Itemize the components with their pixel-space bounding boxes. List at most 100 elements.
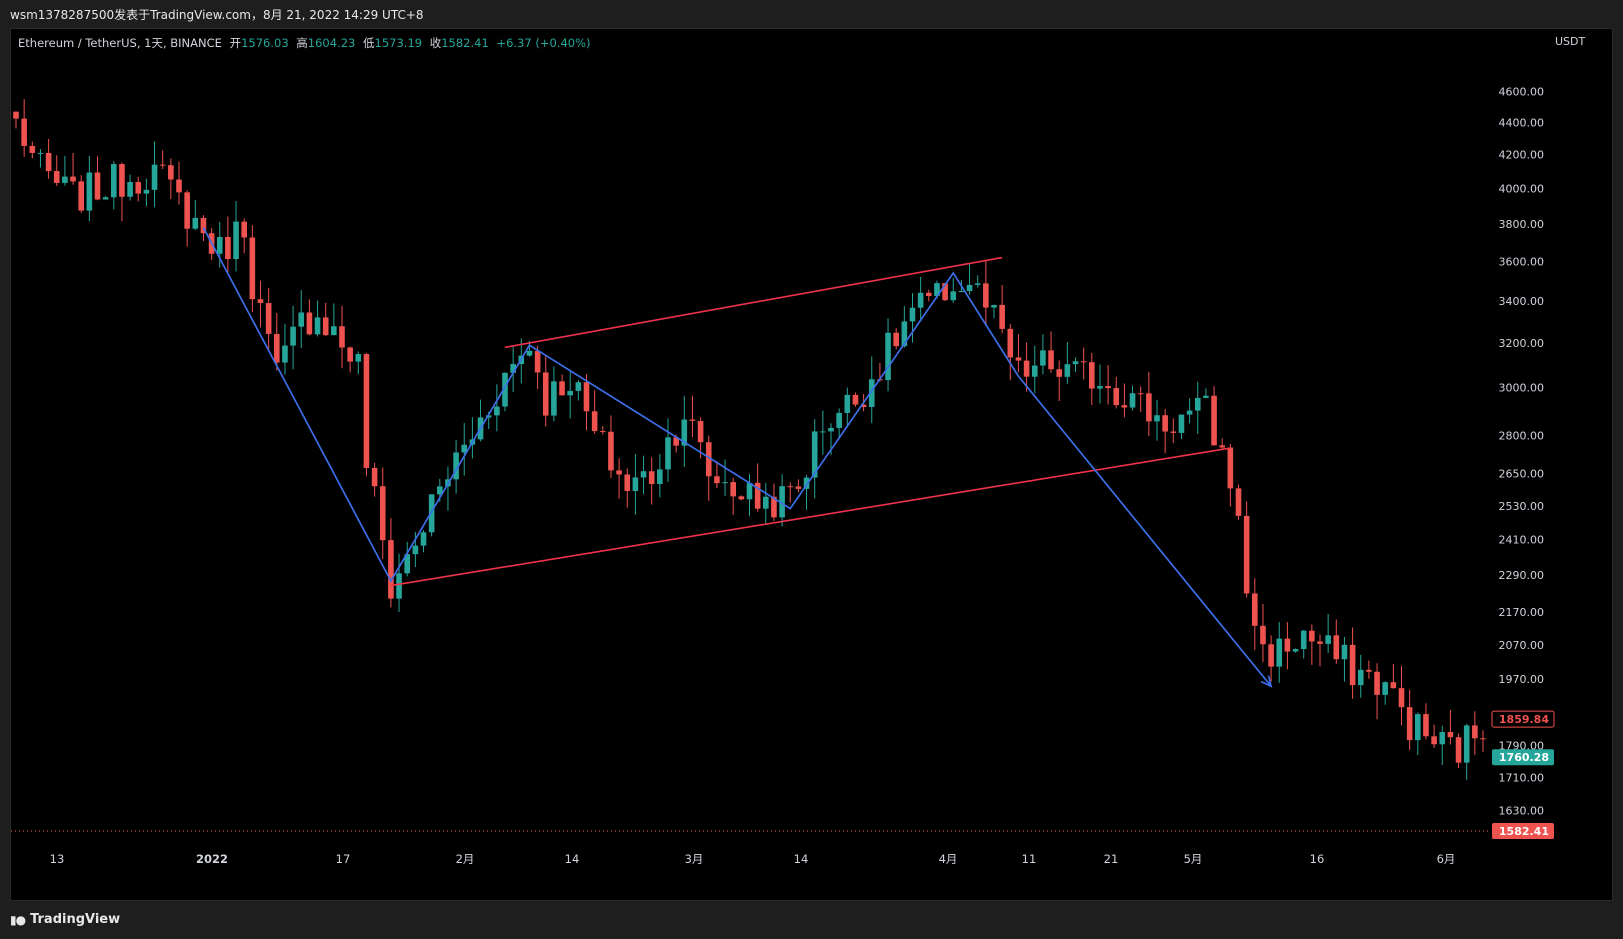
candle-up[interactable] xyxy=(934,283,940,297)
candle-down[interactable] xyxy=(1284,638,1291,652)
candle-down[interactable] xyxy=(1252,593,1258,626)
candle-up[interactable] xyxy=(1300,630,1307,650)
candle-up[interactable] xyxy=(811,431,818,478)
candle-up[interactable] xyxy=(86,172,93,211)
candle-up[interactable] xyxy=(404,554,410,574)
candle-down[interactable] xyxy=(1366,669,1372,672)
candle-up[interactable] xyxy=(1276,638,1283,667)
candle-up[interactable] xyxy=(820,431,826,433)
candle-down[interactable] xyxy=(1390,682,1397,689)
candle-up[interactable] xyxy=(1178,414,1185,433)
candle-up[interactable] xyxy=(37,152,44,154)
candle-down[interactable] xyxy=(53,171,60,183)
candle-down[interactable] xyxy=(1113,388,1120,406)
candle-down[interactable] xyxy=(225,237,231,260)
channel-upper-line[interactable] xyxy=(504,256,1003,349)
candle-up[interactable] xyxy=(1129,393,1136,408)
candle-up[interactable] xyxy=(216,237,223,254)
candle-up[interactable] xyxy=(1203,395,1209,398)
candle-down[interactable] xyxy=(738,496,745,500)
candle-up[interactable] xyxy=(127,182,133,197)
candle-down[interactable] xyxy=(1137,393,1144,395)
candle-up[interactable] xyxy=(461,444,468,453)
candle-down[interactable] xyxy=(176,179,182,193)
candle-down[interactable] xyxy=(983,283,989,308)
candle-down[interactable] xyxy=(1406,707,1413,741)
candle-up[interactable] xyxy=(901,321,908,347)
candle-up[interactable] xyxy=(143,189,150,194)
candle-down[interactable] xyxy=(542,372,549,416)
candle-up[interactable] xyxy=(494,406,500,416)
candle-up[interactable] xyxy=(420,532,427,546)
candle-down[interactable] xyxy=(1317,641,1323,644)
candle-up[interactable] xyxy=(958,291,965,293)
channel-lower-line[interactable] xyxy=(390,447,1231,587)
candle-down[interactable] xyxy=(1472,725,1478,739)
candle-down[interactable] xyxy=(730,482,736,497)
candle-down[interactable] xyxy=(1219,445,1225,448)
zigzag-path[interactable] xyxy=(202,227,1272,687)
candle-down[interactable] xyxy=(21,118,27,146)
candle-up[interactable] xyxy=(950,291,957,301)
candle-down[interactable] xyxy=(1146,393,1152,422)
candle-up[interactable] xyxy=(1415,714,1421,741)
candle-up[interactable] xyxy=(1064,364,1071,377)
candle-down[interactable] xyxy=(926,292,932,297)
candle-up[interactable] xyxy=(526,350,533,356)
candle-down[interactable] xyxy=(591,411,598,432)
candle-down[interactable] xyxy=(322,317,329,336)
candle-down[interactable] xyxy=(1431,736,1437,745)
candle-down[interactable] xyxy=(559,381,565,396)
candle-down[interactable] xyxy=(119,164,125,197)
candle-down[interactable] xyxy=(1480,738,1486,740)
candle-up[interactable] xyxy=(640,471,647,478)
candle-up[interactable] xyxy=(567,390,573,396)
candle-down[interactable] xyxy=(1048,350,1054,370)
candle-up[interactable] xyxy=(1097,386,1103,389)
candle-down[interactable] xyxy=(78,181,84,211)
candle-down[interactable] xyxy=(1211,395,1217,446)
candle-down[interactable] xyxy=(135,182,142,194)
candle-up[interactable] xyxy=(681,419,688,446)
candle-down[interactable] xyxy=(999,304,1005,329)
candle-down[interactable] xyxy=(1089,362,1095,389)
candle-down[interactable] xyxy=(616,470,622,475)
candle-up[interactable] xyxy=(575,382,582,391)
candle-up[interactable] xyxy=(1439,732,1446,745)
chart-panel[interactable] xyxy=(10,28,1613,901)
candle-up[interactable] xyxy=(1031,365,1038,377)
candle-down[interactable] xyxy=(648,471,655,485)
candle-up[interactable] xyxy=(917,292,924,308)
candle-down[interactable] xyxy=(1260,625,1266,645)
candle-down[interactable] xyxy=(1121,405,1128,408)
candle-down[interactable] xyxy=(787,486,794,488)
candle-down[interactable] xyxy=(265,303,272,334)
candle-down[interactable] xyxy=(184,192,190,229)
candle-down[interactable] xyxy=(13,111,19,119)
candle-up[interactable] xyxy=(1341,644,1348,660)
candle-up[interactable] xyxy=(551,381,557,416)
candle-down[interactable] xyxy=(347,347,353,362)
candle-down[interactable] xyxy=(339,326,345,348)
candle-down[interactable] xyxy=(1056,369,1062,377)
candle-up[interactable] xyxy=(868,379,875,408)
candle-down[interactable] xyxy=(624,474,631,491)
candle-up[interactable] xyxy=(437,486,443,495)
candle-down[interactable] xyxy=(257,299,264,304)
candle-up[interactable] xyxy=(151,164,158,190)
candle-down[interactable] xyxy=(689,419,696,421)
candle-up[interactable] xyxy=(885,332,891,381)
candle-up[interactable] xyxy=(331,326,337,336)
candle-down[interactable] xyxy=(1423,714,1429,737)
candle-up[interactable] xyxy=(502,372,508,407)
candle-down[interactable] xyxy=(1268,644,1274,667)
candle-up[interactable] xyxy=(991,304,997,308)
candle-down[interactable] xyxy=(1398,688,1405,708)
candle-up[interactable] xyxy=(111,164,117,198)
candle-down[interactable] xyxy=(159,164,166,166)
candle-up[interactable] xyxy=(355,354,362,362)
tradingview-brand[interactable]: ▮● TradingView xyxy=(10,912,120,927)
candle-down[interactable] xyxy=(388,540,394,599)
candle-down[interactable] xyxy=(45,152,52,172)
candle-up[interactable] xyxy=(803,477,810,489)
